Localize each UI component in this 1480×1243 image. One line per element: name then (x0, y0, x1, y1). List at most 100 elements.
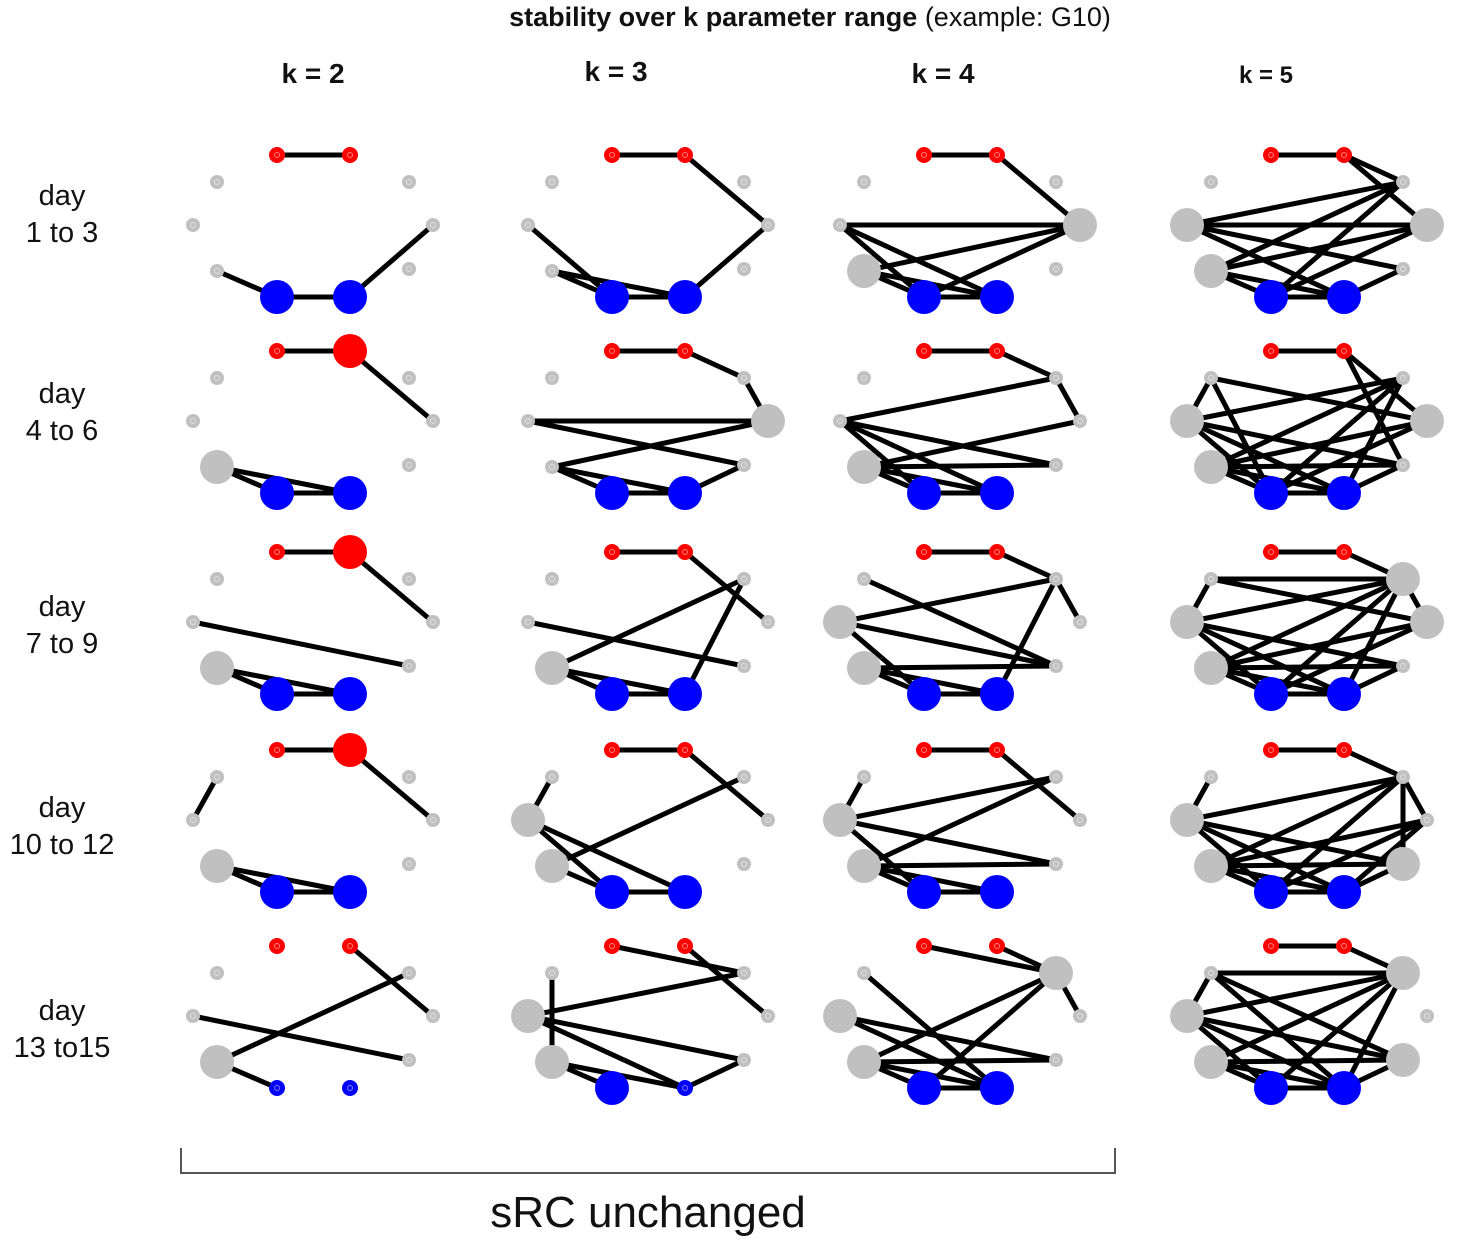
edge (1186, 179, 1404, 228)
node-center-dot (1208, 375, 1214, 381)
node-blue (668, 677, 702, 711)
node-center-dot (1341, 943, 1347, 949)
node-red (333, 535, 367, 569)
node-center-dot (682, 549, 688, 555)
node-grey (823, 803, 857, 837)
node-grey (402, 572, 416, 586)
node-red (333, 334, 367, 368)
node-blue (1254, 476, 1288, 510)
network-panel-k4-row2 (833, 343, 1087, 510)
edge (1185, 419, 1273, 495)
edge (863, 1057, 1057, 1065)
node-center-dot (406, 266, 412, 272)
edge (526, 223, 614, 299)
bracket-label: sRC unchanged (490, 1188, 806, 1237)
node-grey (402, 966, 416, 980)
node-grey (535, 849, 569, 883)
node-grey (823, 999, 857, 1033)
edge (863, 222, 1081, 274)
edge (1269, 376, 1405, 495)
node-center-dot (765, 222, 771, 228)
edge (1269, 971, 1405, 1090)
edge (1053, 577, 1083, 624)
edge (1185, 222, 1346, 300)
edge (1186, 222, 1404, 272)
node-red (677, 742, 693, 758)
node-blue (1254, 280, 1288, 314)
node-center-dot (406, 179, 412, 185)
edge (1208, 376, 1274, 495)
node-center-dot (765, 817, 771, 823)
node-center-dot (994, 549, 1000, 555)
edge (1186, 576, 1404, 625)
edge (527, 418, 745, 468)
edge (1210, 418, 1428, 470)
network-panel-k3-row1 (521, 147, 775, 314)
node-red (989, 343, 1005, 359)
node-center-dot (1341, 549, 1347, 555)
edge (683, 223, 770, 299)
node-grey (1170, 404, 1204, 438)
row-label-line2: 7 to 9 (25, 628, 99, 660)
node-grey (1049, 262, 1063, 276)
edge (1209, 179, 1405, 274)
node-center-dot (1077, 418, 1083, 424)
node-center-dot (1268, 152, 1274, 158)
node-grey (545, 966, 559, 980)
node-center-dot (682, 152, 688, 158)
node-red (604, 147, 620, 163)
node-grey (857, 572, 871, 586)
node-grey (847, 1045, 881, 1079)
node-grey (200, 849, 234, 883)
node-center-dot (274, 549, 280, 555)
edge (923, 943, 1057, 976)
node-red (342, 938, 358, 954)
node-grey (186, 615, 200, 629)
node-grey (1073, 813, 1087, 827)
node-grey (1386, 956, 1420, 990)
node-grey (737, 262, 751, 276)
node-center-dot (525, 418, 531, 424)
node-center-dot (406, 576, 412, 582)
node-grey (737, 572, 751, 586)
node-grey (761, 615, 775, 629)
edge (1210, 1057, 1404, 1065)
node-red (1336, 147, 1352, 163)
edge (611, 943, 745, 976)
node-grey (186, 1009, 200, 1023)
edge (1341, 577, 1406, 696)
node-blue (1254, 677, 1288, 711)
node-grey (511, 803, 545, 837)
node-red (269, 147, 285, 163)
node-center-dot (1077, 817, 1083, 823)
node-center-dot (741, 462, 747, 468)
node-blue (907, 280, 941, 314)
edge (1185, 818, 1273, 894)
node-center-dot (1400, 266, 1406, 272)
node-center-dot (1268, 747, 1274, 753)
network-panel-k4-row4 (823, 742, 1087, 909)
node-grey (737, 770, 751, 784)
node-center-dot (549, 268, 555, 274)
network-panel-k4-row5 (823, 938, 1087, 1105)
network-panel-k3-row5 (511, 938, 775, 1105)
network-panel-k3-row2 (521, 343, 785, 510)
node-grey (186, 813, 200, 827)
edge (1342, 818, 1429, 894)
edge (1269, 577, 1405, 696)
node-blue (595, 476, 629, 510)
node-grey (545, 770, 559, 784)
node-grey (1386, 562, 1420, 596)
edge (1269, 775, 1405, 894)
node-center-dot (190, 619, 196, 625)
edge (1342, 747, 1405, 780)
node-center-dot (1400, 375, 1406, 381)
node-center-dot (1208, 774, 1214, 780)
node-grey (521, 218, 535, 232)
edge (862, 970, 1058, 1065)
node-blue (1327, 1071, 1361, 1105)
node-grey (833, 218, 847, 232)
row-label-day-10-12: day 10 to 12 (0, 790, 124, 864)
node-center-dot (406, 663, 412, 669)
